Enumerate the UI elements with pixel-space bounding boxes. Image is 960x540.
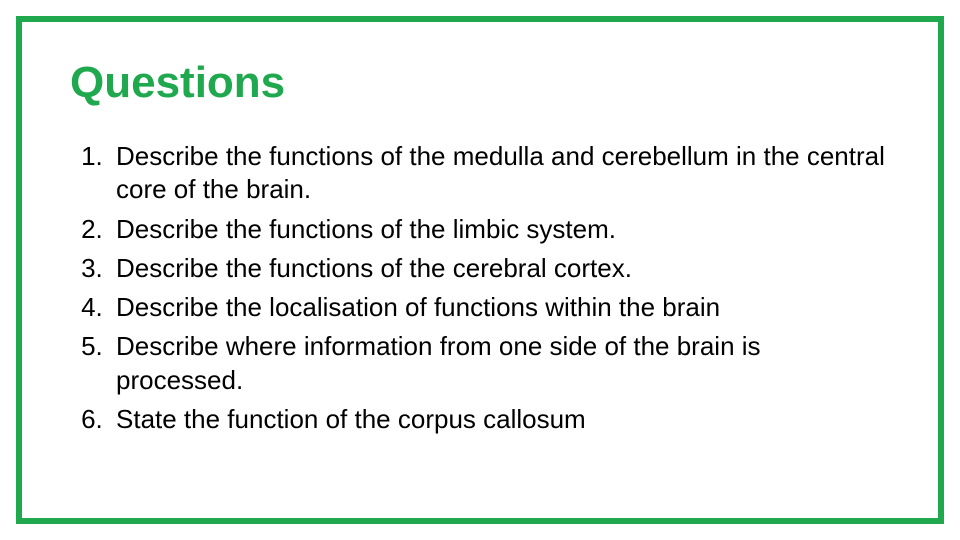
slide: Questions Describe the functions of the … (0, 0, 960, 540)
slide-title: Questions (70, 58, 890, 108)
list-item: Describe the functions of the medulla an… (110, 140, 890, 207)
question-list: Describe the functions of the medulla an… (70, 140, 890, 436)
list-item: State the function of the corpus callosu… (110, 403, 890, 436)
list-item: Describe the localisation of functions w… (110, 291, 890, 324)
list-item: Describe the functions of the cerebral c… (110, 252, 890, 285)
list-item: Describe where information from one side… (110, 330, 890, 397)
list-item: Describe the functions of the limbic sys… (110, 213, 890, 246)
slide-content: Questions Describe the functions of the … (70, 58, 890, 442)
